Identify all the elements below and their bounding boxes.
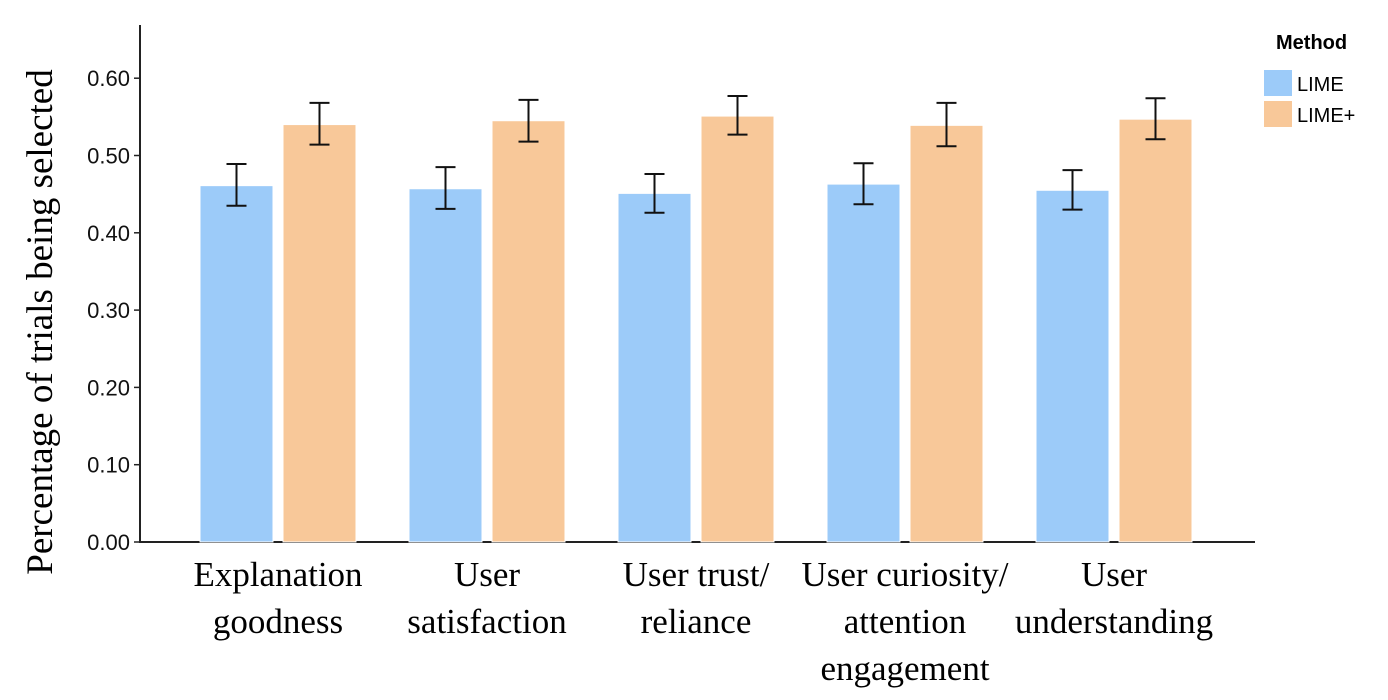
x-tick-label-line: goodness [213, 602, 343, 641]
y-tick-label: 0.30 [87, 298, 130, 323]
legend-label-0: LIME [1297, 74, 1344, 96]
x-tick-label-line: User [1081, 555, 1147, 594]
error-bars-group [226, 94, 1166, 214]
x-tick-labels: Explanation goodness User satisfaction User … [193, 555, 1213, 688]
x-tick-label: User trust/reliance [623, 555, 770, 641]
legend-swatch-1 [1264, 101, 1292, 127]
bar-lime-plus-3 [909, 124, 984, 543]
x-tick-label-line: User curiosity/ [801, 555, 1008, 594]
bar-lime-plus-2 [700, 115, 775, 543]
y-tick-label: 0.20 [87, 375, 130, 400]
x-tick-label-line: User [454, 555, 520, 594]
bar-lime-plus-1 [491, 120, 566, 543]
x-tick-label: User curiosity/attention engagement [801, 555, 1008, 688]
y-tick-label: 0.10 [87, 453, 130, 478]
legend-title: Method [1276, 32, 1347, 54]
bar-lime-plus-0 [282, 124, 357, 543]
x-tick-label: Explanation goodness [193, 555, 362, 641]
bar-lime-1 [408, 188, 483, 543]
bar-lime-plus-4 [1118, 118, 1193, 543]
x-tick-label-line: satisfaction [407, 602, 566, 641]
legend-label-1: LIME+ [1297, 105, 1355, 127]
x-tick-label-line: User trust/ [623, 555, 770, 594]
y-axis-title: Percentage of trials being selected [20, 69, 61, 575]
bars-group [199, 115, 1193, 543]
bar-lime-3 [826, 183, 901, 543]
x-tick-label-line: reliance [641, 602, 752, 641]
legend-swatch-0 [1264, 70, 1292, 96]
y-tick-labels: 0.00 0.10 0.20 0.30 0.40 0.50 0.60 [87, 66, 130, 555]
x-tick-label-line: Explanation [193, 555, 362, 594]
y-tick-label: 0.00 [87, 530, 130, 555]
y-tick-label: 0.40 [87, 221, 130, 246]
legend: Method LIME LIME+ [1264, 32, 1355, 127]
bar-lime-4 [1035, 189, 1110, 543]
bar-lime-0 [199, 185, 274, 543]
y-tick-label: 0.60 [87, 66, 130, 91]
bar-lime-2 [617, 192, 692, 543]
x-tick-label-line: engagement [820, 649, 989, 688]
x-tick-label-line: attention [844, 602, 966, 641]
x-tick-label-line: understanding [1015, 602, 1213, 641]
y-tick-label: 0.50 [87, 144, 130, 169]
x-tick-label: User understanding [1015, 555, 1213, 641]
x-tick-label: User satisfaction [407, 555, 566, 641]
